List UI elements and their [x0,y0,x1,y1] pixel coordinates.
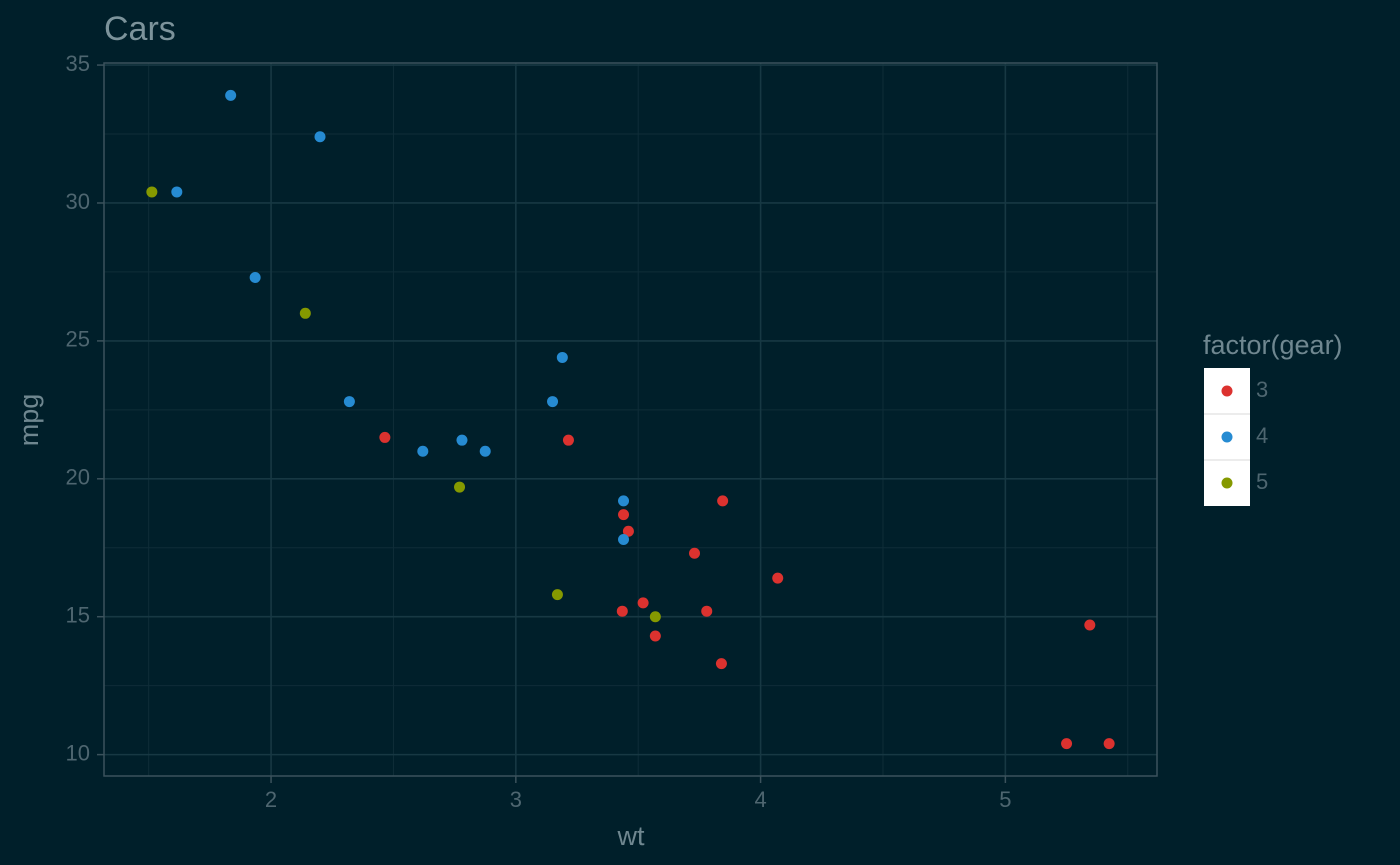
x-axis-title: wt [617,821,645,851]
y-tick-label: 35 [66,51,90,76]
point [556,351,568,363]
point [479,445,491,457]
y-tick-label: 15 [66,603,90,628]
point [649,630,661,642]
points [146,89,1115,750]
legend: factor(gear) 3 4 5 [1203,330,1343,506]
legend-key [1221,477,1233,489]
point [417,445,429,457]
point [171,186,183,198]
point [1084,619,1096,631]
point [689,547,701,559]
point [649,611,661,623]
point [618,495,630,507]
point [618,533,630,545]
y-tick-label: 25 [66,327,90,352]
x-tick-label: 2 [265,787,277,812]
point [314,131,326,143]
panel-border [103,62,1158,777]
point [343,396,355,408]
y-tick-label: 30 [66,189,90,214]
point [299,307,311,319]
legend-label: 5 [1256,469,1268,494]
x-tick-label: 4 [754,787,766,812]
point [1061,738,1073,750]
x-tick-label: 5 [999,787,1011,812]
legend-title: factor(gear) [1203,330,1343,360]
point [1103,738,1115,750]
point [454,481,466,493]
x-tick-label: 3 [510,787,522,812]
grid [104,63,1157,776]
legend-label: 3 [1256,377,1268,402]
point [618,509,630,521]
point [772,572,784,584]
point [547,396,559,408]
point [225,89,237,101]
y-axis-title: mpg [14,394,44,447]
point [379,431,391,443]
y-tick-label: 10 [66,740,90,765]
point [551,589,563,601]
point [249,271,261,283]
legend-key [1221,385,1233,397]
point [701,605,713,617]
point [717,495,729,507]
point [616,605,628,617]
point [715,658,727,670]
point [562,434,574,446]
point [637,597,649,609]
point [146,186,158,198]
y-tick-label: 20 [66,465,90,490]
point [456,434,468,446]
point [622,525,634,537]
legend-key [1221,431,1233,443]
legend-label: 4 [1256,423,1268,448]
chart-title: Cars [104,10,176,48]
